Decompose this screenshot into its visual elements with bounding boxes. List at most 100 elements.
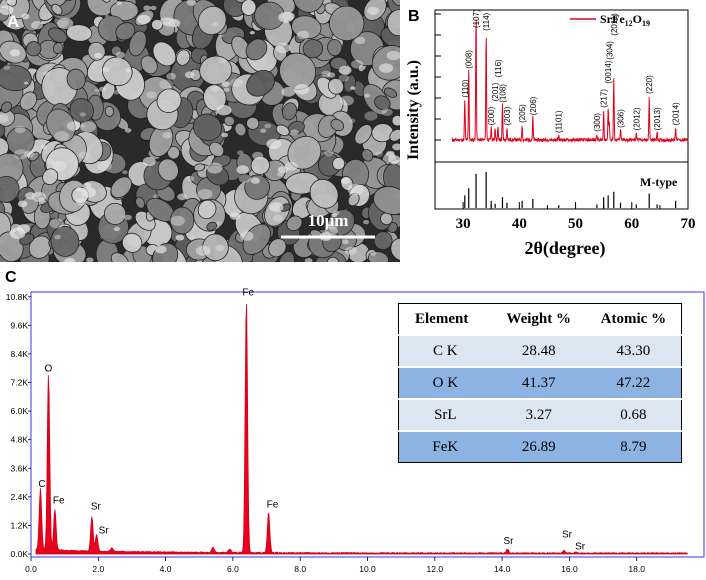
- xrd-pattern-line: [451, 19, 689, 144]
- table-cell: 26.89: [491, 430, 586, 463]
- sem-grain-highlight: [80, 187, 96, 198]
- sem-grain-highlight: [159, 79, 174, 90]
- eds-peak-label: C: [38, 479, 45, 490]
- sem-grain-highlight: [45, 158, 55, 165]
- sem-grain-highlight: [236, 165, 249, 175]
- sem-grain: [0, 152, 24, 186]
- sem-grain-highlight: [162, 132, 172, 139]
- sem-grain-highlight: [113, 90, 121, 95]
- sem-grain-highlight: [350, 86, 356, 90]
- sem-grain-highlight: [14, 125, 26, 134]
- xrd-x-tick-label: 70: [681, 216, 696, 232]
- sem-grain-highlight: [229, 212, 241, 220]
- table-row: O K 41.37 47.22: [398, 366, 682, 399]
- sem-grain: [6, 126, 35, 156]
- xrd-peak-label: (2013): [653, 107, 662, 130]
- sem-grain-highlight: [277, 172, 284, 177]
- sem-grain: [156, 88, 182, 113]
- sem-grain: [140, 55, 158, 75]
- sem-grain: [233, 0, 249, 4]
- sem-grain-highlight: [290, 129, 299, 136]
- xrd-peak-label: (200): [487, 106, 496, 125]
- sem-grain: [373, 186, 400, 215]
- sem-grain-highlight: [264, 123, 272, 129]
- sem-grain-highlight: [9, 49, 21, 57]
- sem-grain: [152, 41, 177, 67]
- sem-grain: [279, 52, 317, 90]
- sem-grain-highlight: [104, 14, 109, 18]
- xrd-x-ticks: 30 40 50 60 70: [434, 202, 696, 232]
- xrd-peak-label: (107): [472, 9, 481, 28]
- sem-grain: [45, 0, 68, 8]
- sem-grain: [374, 95, 391, 111]
- eds-y-tick-label: 10.8K: [6, 292, 29, 302]
- sem-grain: [157, 158, 179, 182]
- sem-grain-highlight: [386, 50, 400, 61]
- sem-grain: [52, 42, 64, 54]
- sem-grain: [193, 163, 206, 172]
- eds-peak-label: Fe: [53, 496, 65, 507]
- sem-grain: [29, 151, 40, 162]
- sem-grain: [327, 77, 345, 95]
- sem-grain: [390, 237, 400, 262]
- sem-grain-highlight: [210, 85, 220, 92]
- sem-grain-highlight: [162, 17, 176, 27]
- sem-grain-highlight: [143, 5, 151, 11]
- sem-grain: [197, 5, 227, 36]
- xrd-peak-label: (108): [498, 84, 507, 103]
- sem-grain-highlight: [94, 88, 100, 93]
- xrd-y-ticks: [435, 13, 441, 141]
- sem-grain-highlight: [324, 226, 338, 236]
- sem-grain-highlight: [338, 65, 352, 75]
- sem-grain-highlight: [137, 14, 151, 25]
- sem-grain: [268, 238, 287, 258]
- table-cell: O K: [398, 366, 492, 399]
- sem-grain: [26, 41, 42, 57]
- sem-grain-highlight: [388, 155, 400, 164]
- sem-grain-highlight: [155, 245, 167, 254]
- sem-grain-highlight: [186, 0, 196, 6]
- sem-grain: [246, 116, 260, 130]
- sem-grain: [99, 0, 112, 3]
- sem-grain: [104, 202, 127, 225]
- eds-peak-label: Sr: [575, 542, 586, 553]
- sem-grain-highlight: [9, 230, 15, 235]
- sem-grain: [197, 199, 217, 220]
- xrd-peak-label: (300): [593, 113, 602, 132]
- sem-grain: [286, 215, 303, 232]
- xrd-peak-label: (220): [645, 75, 654, 94]
- eds-peak-label: O: [45, 364, 53, 375]
- sem-grain: [278, 251, 295, 262]
- sem-grain: [275, 124, 290, 137]
- sem-grain-highlight: [221, 81, 230, 87]
- sem-grain-highlight: [24, 150, 34, 158]
- xrd-peak-label: (2014): [672, 102, 681, 125]
- sem-grain: [380, 212, 393, 226]
- sem-grain: [46, 108, 76, 143]
- sem-grain-highlight: [275, 42, 291, 54]
- sem-grain: [0, 64, 32, 92]
- sem-grain-highlight: [294, 83, 310, 95]
- xrd-y-axis-label: Intensity (a.u.): [405, 60, 422, 160]
- sem-grain: [292, 0, 325, 13]
- sem-grain-highlight: [281, 86, 296, 97]
- sem-grain-highlight: [54, 234, 61, 240]
- sem-grain-highlight: [78, 151, 90, 159]
- sem-grain-highlight: [331, 213, 338, 217]
- sem-grain-highlight: [17, 200, 28, 208]
- sem-grain-highlight: [0, 114, 9, 123]
- sem-grain-highlight: [21, 13, 30, 20]
- sem-grain: [361, 148, 374, 162]
- sem-grain-highlight: [0, 5, 14, 15]
- sem-grain: [327, 39, 343, 57]
- eds-x-tick-label: 0.0: [25, 564, 37, 574]
- sem-grain-highlight: [342, 239, 349, 245]
- eds-x-tick-label: 12.0: [427, 564, 444, 574]
- sem-grain-highlight: [363, 220, 370, 225]
- sem-grain-highlight: [186, 175, 195, 182]
- table-header-atomic: Atomic %: [585, 303, 682, 335]
- sem-grain-highlight: [40, 144, 47, 150]
- eds-composition-table: Element Weight % Atomic % C K 28.48 43.3…: [398, 303, 682, 463]
- sem-grain-highlight: [17, 224, 31, 234]
